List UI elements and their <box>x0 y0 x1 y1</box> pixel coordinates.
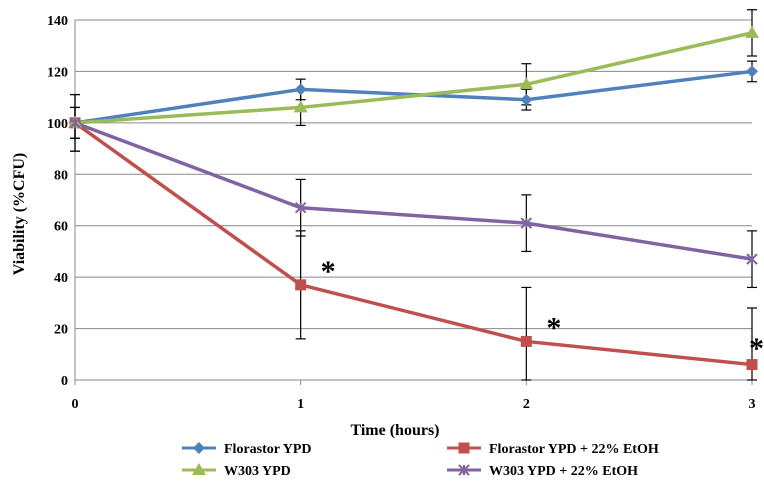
axes <box>74 20 753 385</box>
significance-annotations: * * * <box>321 255 764 365</box>
y-tick-label: 0 <box>61 374 68 389</box>
y-tick-label: 120 <box>47 65 68 80</box>
legend-swatch-marker <box>458 464 470 476</box>
x-tick-label: 3 <box>749 397 756 412</box>
y-tick-label: 80 <box>54 168 68 183</box>
y-tick-label: 40 <box>54 271 68 286</box>
series-line-2 <box>74 31 753 125</box>
data-point <box>293 100 308 113</box>
significance-asterisk: * <box>749 332 764 365</box>
data-point <box>745 25 759 38</box>
y-tick-label: 100 <box>47 117 68 132</box>
y-tick-label: 20 <box>54 323 68 338</box>
significance-asterisk: * <box>321 255 336 288</box>
x-tick-label: 0 <box>72 397 79 412</box>
data-point <box>520 335 532 347</box>
legend-label: W303 YPD <box>224 464 291 479</box>
series-lines <box>73 31 753 367</box>
series-markers <box>68 25 759 371</box>
x-axis-tick-labels: 0 1 2 3 <box>72 397 756 412</box>
y-axis-title: Viability (%CFU) <box>11 153 28 276</box>
significance-asterisk: * <box>546 311 561 344</box>
data-point <box>69 117 81 129</box>
data-point <box>294 202 307 214</box>
data-point <box>520 217 533 229</box>
legend-item: W303 YPD <box>182 463 291 479</box>
x-tick-label: 2 <box>523 397 530 412</box>
series-layer <box>68 9 759 381</box>
legend-item: Florastor YPD + 22% EtOH <box>447 442 659 457</box>
data-point <box>746 359 758 371</box>
data-point <box>295 279 307 291</box>
series-line-1 <box>73 121 753 367</box>
data-point <box>520 93 533 106</box>
legend-swatch-marker <box>458 442 470 454</box>
horizontal-gridlines <box>75 19 752 330</box>
legend-item: Florastor YPD <box>182 442 311 457</box>
x-axis-title: Time (hours) <box>350 422 439 439</box>
y-tick-label: 140 <box>47 14 68 29</box>
x-tick-label: 1 <box>297 397 304 412</box>
data-point <box>294 83 307 96</box>
data-point <box>746 253 758 265</box>
legend-label: Florastor YPD <box>224 442 311 457</box>
data-point <box>519 77 534 90</box>
legend-label: Florastor YPD + 22% EtOH <box>489 442 659 457</box>
series-line-3 <box>74 121 753 261</box>
y-axis-tick-labels: 0 20 40 60 80 100 120 140 <box>47 14 68 389</box>
chart-legend: Florastor YPD Florastor YPD + 22% EtOH W30… <box>182 442 659 479</box>
legend-swatch-marker <box>193 442 205 454</box>
data-point <box>746 65 758 78</box>
y-tick-label: 60 <box>54 220 68 235</box>
legend-swatch-marker <box>192 463 206 475</box>
legend-label: W303 YPD + 22% EtOH <box>489 464 638 479</box>
legend-item: W303 YPD + 22% EtOH <box>447 464 638 479</box>
